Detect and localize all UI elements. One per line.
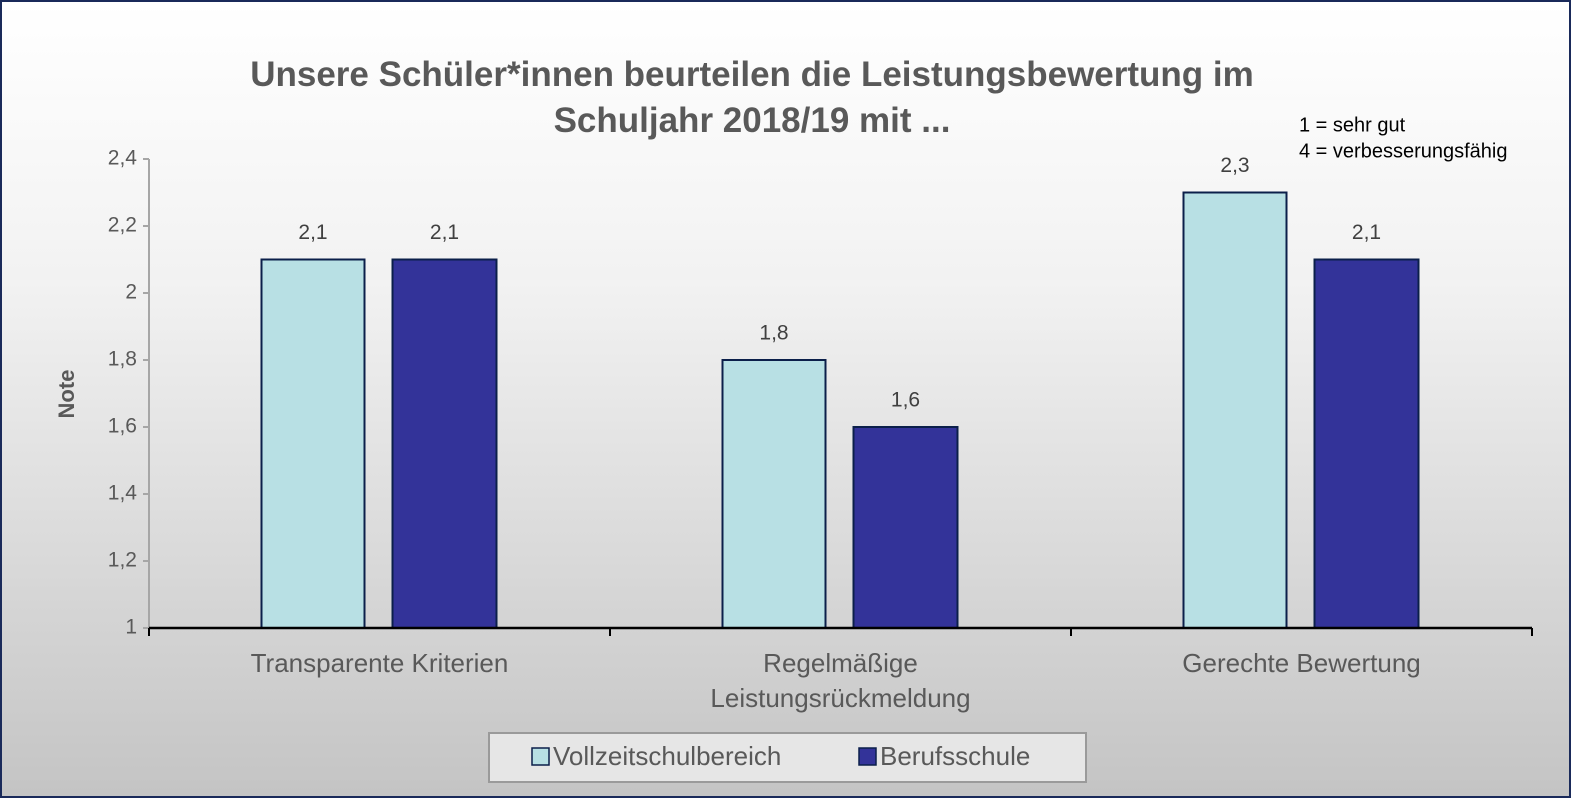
legend-swatch (531, 747, 550, 766)
data-label: 2,1 (298, 221, 327, 244)
y-tick-label: 2 (125, 281, 137, 304)
legend-swatch (858, 747, 877, 766)
bar (1182, 191, 1288, 629)
y-tick-label: 1,4 (108, 482, 138, 505)
legend-label: Vollzeitschulbereich (553, 741, 781, 771)
y-axis-label: Note (54, 370, 79, 419)
x-tick-label: Gerechte Bewertung (1182, 648, 1421, 678)
data-label: 1,6 (891, 389, 920, 412)
data-label: 2,1 (430, 221, 459, 244)
legend-box (488, 732, 1087, 783)
bar (852, 426, 959, 629)
bar (1313, 258, 1420, 629)
y-tick-label: 1,6 (108, 415, 137, 438)
bar (260, 258, 366, 629)
chart-title: Unsere Schüler*innen beurteilen die Leis… (250, 55, 1254, 140)
bar (391, 258, 498, 629)
y-tick-label: 1 (125, 616, 137, 639)
x-tick-label: Transparente Kriterien (250, 648, 509, 678)
y-tick-label: 1,8 (108, 348, 137, 371)
y-tick-label: 1,2 (108, 549, 137, 572)
annotation: 4 = verbesserungsfähig (1299, 140, 1507, 162)
y-tick-label: 2,4 (108, 147, 138, 170)
annotation: 1 = sehr gut (1299, 114, 1406, 136)
bar (721, 359, 827, 629)
legend-label: Berufsschule (880, 741, 1030, 771)
data-label: 2,1 (1352, 221, 1381, 244)
x-tick-label: Regelmäßige Leistungsrückmeldung (710, 648, 971, 713)
data-label: 1,8 (759, 322, 788, 345)
data-label: 2,3 (1220, 154, 1249, 177)
y-tick-label: 2,2 (108, 214, 137, 237)
